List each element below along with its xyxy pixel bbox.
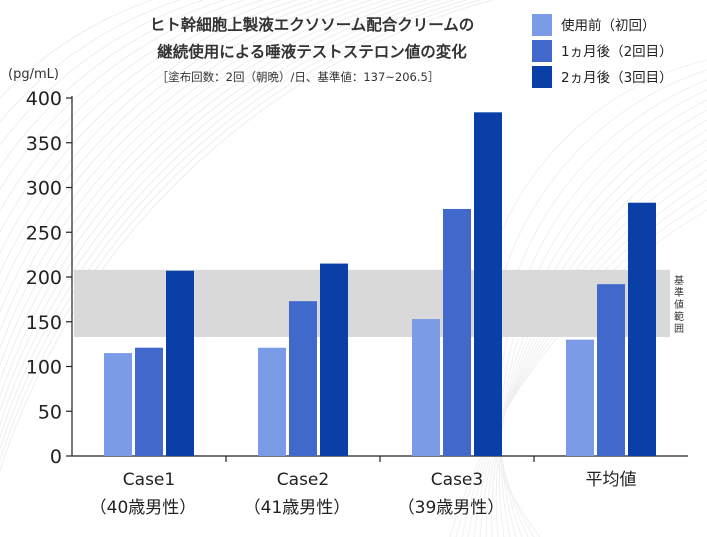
y-tick-label: 400 <box>26 88 62 110</box>
background-arc <box>0 0 330 295</box>
x-category-sublabel: （39歳男性） <box>398 498 505 518</box>
chart-title-line: 継続使用による唾液テストステロン値の変化 <box>157 42 467 61</box>
y-tick-label: 250 <box>26 222 62 244</box>
background-arc <box>0 0 246 191</box>
background-arc <box>0 0 226 169</box>
background-arc <box>0 0 482 463</box>
background-arc <box>0 0 345 314</box>
x-category-label: Case1 <box>123 470 175 490</box>
background-arc <box>0 0 374 350</box>
bar-1-category-4 <box>566 339 594 456</box>
background-arc <box>0 0 402 383</box>
x-category-sublabel: （41歳男性） <box>244 498 351 518</box>
background-arc <box>0 0 299 255</box>
bar-2-category-4 <box>597 284 625 456</box>
y-tick-label: 300 <box>26 178 62 200</box>
background-arc <box>0 0 469 451</box>
legend-swatch-1 <box>532 14 552 36</box>
bar-3-category-2 <box>320 263 348 456</box>
x-category-label: Case2 <box>277 470 329 490</box>
reference-band-label-char: 準 <box>674 286 684 299</box>
y-tick-label: 50 <box>38 401 62 423</box>
background-arc <box>0 0 388 367</box>
reference-band <box>74 269 670 337</box>
background-arc <box>0 0 360 332</box>
x-category-label: 平均値 <box>586 470 637 490</box>
background-arc <box>0 0 443 427</box>
background-arc <box>0 0 315 275</box>
reference-band-label-char: 基 <box>674 274 684 287</box>
background-arc <box>0 0 430 413</box>
background-arc <box>0 0 416 398</box>
legend-label-3: 2ヵ月後（3回目） <box>561 70 673 86</box>
bar-3-category-4 <box>628 202 656 456</box>
legend-label-2: 1ヵ月後（2回目） <box>561 44 673 60</box>
bar-2-category-1 <box>135 347 163 456</box>
y-tick-label: 150 <box>26 312 62 334</box>
legend-swatch-2 <box>532 40 552 62</box>
legend-swatch-3 <box>532 66 552 88</box>
bar-3-category-3 <box>474 112 502 456</box>
chart-title-line: ヒト幹細胞上製液エクソソーム配合クリームの <box>150 15 475 34</box>
bar-2-category-2 <box>289 301 317 456</box>
y-tick-label: 0 <box>50 446 62 468</box>
bar-1-category-1 <box>104 353 132 456</box>
background-arc <box>455 199 707 537</box>
y-tick-label: 100 <box>26 357 62 379</box>
reference-band-label-char: 値 <box>674 298 684 311</box>
bar-1-category-3 <box>412 319 440 456</box>
reference-band-label-char: 範 <box>674 310 684 323</box>
background-arc <box>0 0 282 234</box>
reference-band-label-char: 囲 <box>674 323 684 335</box>
x-category-label: Case3 <box>431 470 483 490</box>
bar-2-category-3 <box>443 208 471 456</box>
x-category-sublabel: （40歳男性） <box>90 498 197 518</box>
background-arc <box>461 189 707 537</box>
background-arc <box>0 0 456 440</box>
chart-subtitle: ［塗布回数：2回（朝晩）/日、基準値：137~206.5］ <box>157 70 440 84</box>
bar-3-category-1 <box>166 270 194 456</box>
y-tick-label: 350 <box>26 133 62 155</box>
background-arc <box>0 0 265 213</box>
y-axis-unit: (pg/mL) <box>8 67 59 82</box>
bar-1-category-2 <box>258 347 286 456</box>
background-arc <box>0 0 495 473</box>
y-tick-label: 200 <box>26 267 62 289</box>
background-arc <box>449 209 707 537</box>
legend-label-1: 使用前（初回） <box>561 17 656 34</box>
